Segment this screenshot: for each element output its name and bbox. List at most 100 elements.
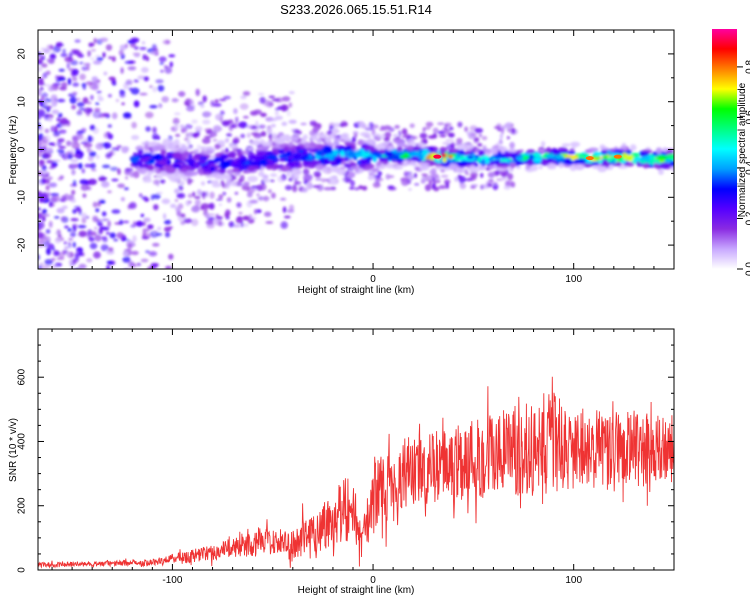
spectrogram-blob	[240, 220, 244, 228]
spectrogram-blob	[139, 92, 148, 96]
spectrogram-blob	[468, 133, 476, 140]
spectrogram-blob	[232, 224, 241, 228]
spectrogram-blob	[84, 163, 92, 168]
spectrogram-blob	[56, 141, 62, 147]
spectrogram-blob	[118, 49, 124, 56]
spectrogram-ridge-blob	[302, 161, 313, 165]
spectrogram-blob	[481, 183, 490, 189]
colorbar-tick-label: 0.4	[744, 161, 750, 175]
spectrogram-blob	[77, 252, 84, 256]
colorbar-tick-label: 0.8	[744, 60, 750, 74]
spectrogram-ridge-blob	[564, 154, 576, 159]
spectrogram-blob	[219, 110, 225, 116]
spectrogram-blob	[54, 232, 59, 235]
spectrogram-blob	[94, 234, 102, 242]
spectrogram-marks	[38, 37, 674, 278]
spectrogram-blob	[102, 164, 111, 169]
colorbar-tick-label: 0.2	[744, 211, 750, 225]
spectrogram-ridge-blob	[288, 141, 294, 147]
spectrogram-blob	[116, 232, 124, 239]
spectrogram-ridge-blob	[497, 163, 502, 168]
spectrogram-blob	[132, 221, 137, 226]
spectrogram-peak	[433, 154, 442, 159]
spectrogram-blob	[40, 63, 48, 68]
spectrogram-ridge-blob	[293, 168, 302, 176]
spectrogram-ridge-blob	[658, 169, 664, 176]
spectrogram-blob	[186, 139, 191, 145]
spectrogram-blob	[157, 135, 161, 140]
spectrogram-ridge-blob	[468, 166, 477, 172]
spectrogram-blob	[268, 189, 272, 194]
spectrogram-ridge-blob	[547, 160, 558, 165]
spectrogram-blob	[124, 167, 134, 172]
spectrogram-ridge-blob	[560, 150, 569, 154]
spectrogram-blob	[71, 104, 76, 110]
spectrogram-blob	[161, 96, 169, 103]
spectrogram-blob	[88, 42, 95, 47]
spectrogram-ridge-blob	[316, 138, 323, 143]
spectrogram-blob	[119, 89, 126, 95]
spectrogram-ridge-blob	[478, 161, 484, 165]
spectrogram-blob	[148, 251, 158, 257]
spectrogram-blob	[97, 94, 102, 98]
spectrogram-blob	[106, 260, 113, 264]
spectrogram-blob	[186, 105, 195, 112]
spectrogram-blob	[131, 271, 137, 278]
spectrogram-blob	[71, 169, 76, 176]
spectrogram-ridge-blob	[133, 152, 138, 158]
spectrogram-ridge-blob	[606, 156, 614, 163]
spectrogram-blob	[385, 173, 391, 180]
spectrogram-ridge-blob	[390, 156, 400, 161]
spectrogram-blob	[442, 142, 450, 145]
spectrogram-blob	[174, 198, 179, 203]
spectrogram-ridge-blob	[324, 166, 329, 172]
spectrogram-ridge-blob	[165, 155, 174, 159]
spectrogram-blob	[228, 221, 235, 228]
spectrogram-blob	[499, 138, 503, 145]
spectrogram-ridge-blob	[328, 155, 335, 161]
spectrogram-ridge-blob	[272, 132, 277, 140]
spectrogram-ridge-blob	[632, 157, 643, 162]
spectrogram-blob	[90, 48, 96, 52]
spectrogram-blob	[98, 176, 107, 182]
spectrogram-ridge-blob	[263, 178, 270, 183]
spectrogram-blob	[108, 56, 113, 60]
spectrogram-ridge-blob	[158, 160, 166, 165]
spectrogram-blob	[253, 208, 257, 215]
spectrogram-ridge-blob	[591, 165, 603, 170]
spectrogram-blob	[77, 110, 82, 114]
spectrogram-blob	[86, 258, 93, 263]
spectrogram-blob	[301, 187, 308, 193]
spectrogram-blob	[38, 197, 44, 204]
spectrogram-blob	[409, 123, 415, 128]
spectrogram-blob	[124, 187, 129, 191]
spectrogram-blob	[218, 194, 224, 200]
spectrogram-blob	[64, 272, 70, 276]
spectrogram-blob	[195, 88, 200, 97]
spectrogram-blob	[412, 135, 418, 140]
spectrogram-ridge-blob	[315, 163, 325, 171]
spectrogram-blob	[110, 166, 119, 172]
spectrogram-blob	[178, 91, 186, 97]
spectrogram-blob	[131, 250, 139, 256]
spectrogram-blob	[459, 182, 467, 190]
spectrogram-ridge-blob	[160, 148, 167, 155]
spectrogram-blob	[42, 72, 48, 79]
spectrogram-blob	[58, 129, 67, 134]
spectrogram-blob	[142, 230, 146, 238]
spectrogram-blob	[82, 87, 86, 90]
spectrogram-blob	[427, 135, 437, 139]
spectrogram-blob	[101, 236, 108, 240]
spectrogram-blob	[116, 145, 122, 148]
spectrogram-blob	[144, 197, 150, 202]
spectrogram-ridge-blob	[546, 147, 551, 154]
spectrogram-blob	[362, 185, 368, 191]
spectrogram-blob	[49, 53, 56, 60]
spectrogram-ridge-blob	[180, 152, 189, 159]
spectrogram-blob	[401, 128, 408, 136]
spectrogram-blob	[64, 56, 74, 63]
spectrogram-blob	[38, 254, 41, 261]
spectrogram-blob	[226, 197, 232, 203]
spectrogram-ridge-blob	[198, 158, 207, 165]
spectrogram-blob	[92, 215, 99, 223]
